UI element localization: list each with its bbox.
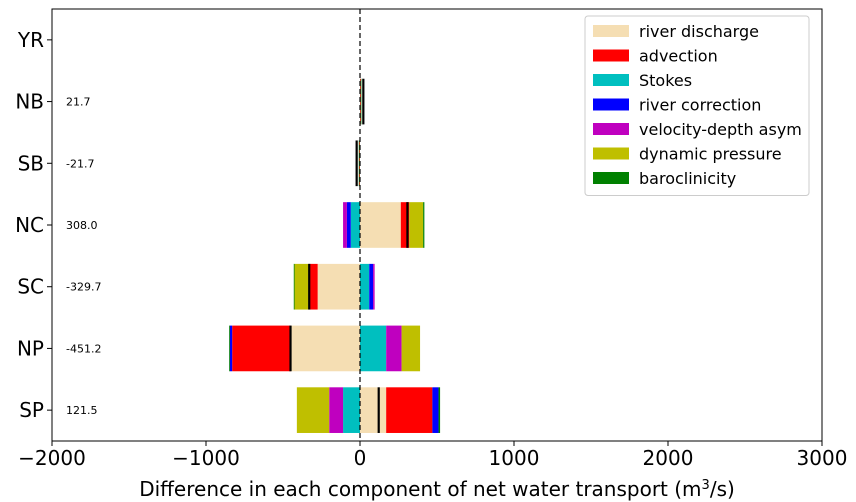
x-tick-label: 0 [354, 446, 367, 470]
legend-label: river correction [639, 96, 761, 115]
bar-sp-river-discharge [360, 387, 387, 433]
bar-np-velocity-depth-asym [386, 325, 402, 372]
legend-label: dynamic pressure [639, 145, 782, 164]
x-tick-label: −1000 [172, 446, 240, 470]
x-tick-label: −2000 [18, 446, 86, 470]
bar-nc-advection [400, 202, 410, 248]
legend-label: velocity-depth asym [639, 120, 802, 139]
bars-layer [229, 78, 441, 433]
legend-label: river discharge [639, 22, 759, 41]
x-axis: −2000 −1000 0 1000 2000 3000 [18, 441, 847, 470]
bar-sc-river-correction [369, 263, 374, 310]
x-tick-label: 2000 [643, 446, 694, 470]
legend-swatch [593, 49, 629, 62]
net-markers-layer [289, 78, 409, 433]
y-tick-label-yr: YR [17, 28, 44, 52]
net-label-nb: 21.7 [66, 96, 91, 109]
legend-swatch [593, 74, 629, 86]
bar-sp-baroclinicity [438, 387, 441, 433]
y-axis: SP NP SC NC SB NB YR [15, 28, 52, 422]
bar-np-river-correction [229, 325, 233, 372]
y-tick-label-np: NP [17, 336, 44, 360]
bar-nc-river-discharge [360, 202, 401, 248]
bar-sc-stokes [360, 263, 370, 310]
bar-np-advection [232, 325, 291, 372]
x-axis-label: Difference in each component of net wate… [139, 477, 735, 501]
bar-np-dynamic-pressure [401, 325, 421, 372]
bar-sc-dynamic-pressure [294, 263, 310, 310]
y-tick-label-nb: NB [15, 90, 44, 114]
bar-nc-baroclinicity [423, 202, 425, 248]
y-tick-label-sc: SC [17, 275, 44, 299]
legend-label: Stokes [639, 71, 692, 90]
net-label-nc: 308.0 [66, 219, 98, 232]
legend-swatch [593, 172, 629, 184]
legend-swatch [593, 147, 629, 160]
legend-swatch [593, 25, 629, 37]
bar-sp-dynamic-pressure [296, 387, 330, 433]
bar-np-river-discharge [290, 325, 360, 372]
x-tick-label: 3000 [797, 446, 848, 470]
legend: river discharge advection Stokes river corr… [584, 15, 810, 196]
bar-nb-baroclinicity [360, 78, 362, 125]
bar-nc-stokes [350, 202, 360, 248]
bar-sp-advection [386, 387, 433, 433]
legend-swatch [593, 98, 629, 111]
bar-sp-river-correction [432, 387, 439, 433]
net-labels-layer: 121.5 -451.2 -329.7 308.0 -21.7 21.7 [66, 96, 101, 418]
legend-label: baroclinicity [639, 169, 736, 188]
x-tick-label: 1000 [489, 446, 540, 470]
legend-label: advection [639, 47, 718, 66]
legend-box [584, 15, 810, 196]
bar-sp-velocity-depth-asym [329, 387, 344, 433]
y-tick-label-sb: SB [18, 151, 44, 175]
net-label-np: -451.2 [66, 342, 101, 355]
bar-nc-river-correction [346, 202, 351, 248]
y-tick-label-sp: SP [19, 398, 44, 422]
bar-nc-dynamic-pressure [409, 202, 424, 248]
y-tick-label-nc: NC [15, 213, 44, 237]
bar-sc-river-discharge [317, 263, 360, 310]
bar-sc-velocity-depth-asym [373, 263, 375, 310]
net-label-sp: 121.5 [66, 404, 98, 417]
net-label-sb: -21.7 [66, 157, 94, 170]
bar-nc-velocity-depth-asym [343, 202, 347, 248]
bar-np-stokes [360, 325, 387, 372]
bar-np-baroclinicity [229, 325, 230, 372]
legend-swatch [593, 123, 629, 135]
bar-sb-baroclinicity [358, 140, 360, 187]
bar-sc-advection [309, 263, 318, 310]
bar-sp-stokes [343, 387, 360, 433]
bar-sc-baroclinicity [293, 263, 295, 310]
net-label-sc: -329.7 [66, 281, 101, 294]
